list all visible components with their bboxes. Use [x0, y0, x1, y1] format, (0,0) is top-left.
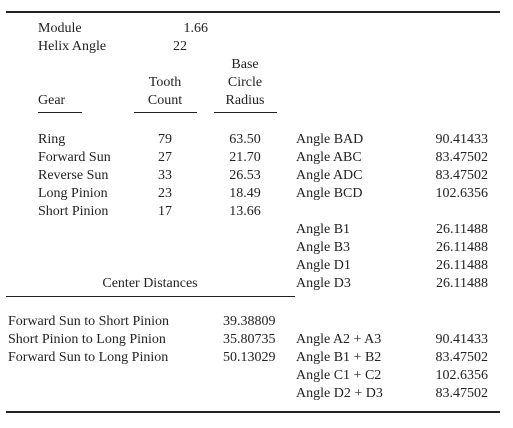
column-header: Count [147, 93, 183, 108]
distance-value: 50.13029 [223, 350, 276, 365]
gear-value: 23 [158, 186, 172, 201]
gear-name: Ring [38, 132, 66, 147]
distance-label: Short Pinion to Long Pinion [8, 332, 166, 347]
distance-value: 35.80735 [223, 332, 276, 347]
angle-value: 102.6356 [435, 186, 489, 201]
parameter-value: 22 [173, 39, 187, 54]
angle-value: 26.11488 [436, 258, 488, 273]
gear-name: Long Pinion [38, 186, 108, 201]
angle-sum-value: 90.41433 [435, 332, 489, 347]
center-distances-rule [6, 296, 295, 297]
angle-label: Angle B1 [296, 222, 351, 237]
gear-value: 26.53 [229, 168, 261, 183]
angle-sum-value: 83.47502 [435, 350, 489, 365]
angle-sum-label: Angle D2 + D3 [296, 386, 383, 401]
angle-value: 26.11488 [436, 276, 488, 291]
angle-sum-label: Angle C1 + C2 [296, 368, 382, 383]
angle-sum-value: 102.6356 [435, 368, 489, 383]
gear-value: 21.70 [229, 150, 261, 165]
section-title: Center Distances [102, 276, 198, 291]
gear-value: 33 [158, 168, 172, 183]
distance-label: Forward Sun to Long Pinion [8, 350, 169, 365]
column-header: Tooth [148, 75, 182, 90]
angle-label: Angle ADC [296, 168, 363, 183]
angle-sum-label: Angle A2 + A3 [296, 332, 382, 347]
gear-value: 27 [158, 150, 172, 165]
angle-label: Angle BCD [296, 186, 363, 201]
angle-value: 26.11488 [436, 240, 488, 255]
angle-sum-label: Angle B1 + B2 [296, 350, 382, 365]
angle-label: Angle D1 [296, 258, 351, 273]
parameter-value: 1.66 [183, 21, 209, 36]
column-header: Base [231, 57, 259, 72]
gear-value: 79 [158, 132, 172, 147]
gear-underline [38, 112, 82, 113]
gear-name: Short Pinion [38, 204, 109, 219]
column-header: Gear [38, 93, 66, 108]
column-header: Radius [225, 93, 265, 108]
parameter-label: Helix Angle [38, 39, 107, 54]
count-underline [134, 112, 197, 113]
angle-value: 26.11488 [436, 222, 488, 237]
bottom-rule [6, 411, 500, 413]
distance-value: 39.38809 [223, 314, 276, 329]
angle-label: Angle BAD [296, 132, 364, 147]
angle-label: Angle D3 [296, 276, 351, 291]
gear-name: Reverse Sun [38, 168, 109, 183]
gear-value: 13.66 [229, 204, 261, 219]
angle-value: 83.47502 [435, 150, 489, 165]
gear-value: 18.49 [229, 186, 261, 201]
angle-label: Angle B3 [296, 240, 351, 255]
angle-value: 83.47502 [435, 168, 489, 183]
gear-name: Forward Sun [38, 150, 111, 165]
angle-value: 90.41433 [435, 132, 489, 147]
gear-value: 17 [158, 204, 172, 219]
radius-underline [214, 112, 277, 113]
top-rule [6, 11, 500, 13]
distance-label: Forward Sun to Short Pinion [8, 314, 170, 329]
gear-value: 63.50 [229, 132, 261, 147]
table-title: TABLE 1 [226, 0, 280, 4]
angle-sum-value: 83.47502 [435, 386, 489, 401]
column-header: Circle [227, 75, 263, 90]
angle-label: Angle ABC [296, 150, 362, 165]
parameter-label: Module [38, 21, 82, 36]
